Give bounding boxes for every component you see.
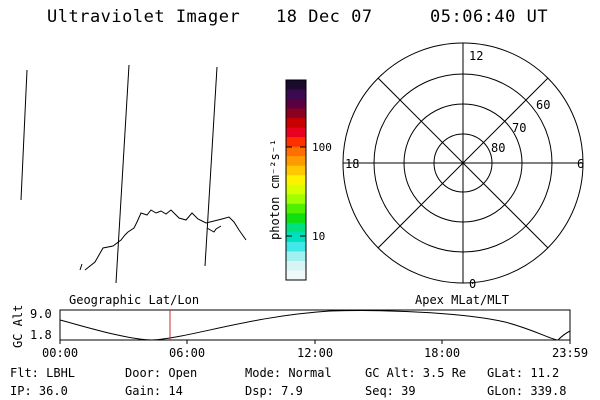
coastline-line — [79, 263, 83, 271]
mlt-label-12: 12 — [469, 49, 483, 63]
colorbar-segment — [286, 127, 306, 138]
info-glon: GLon: 339.8 — [487, 384, 567, 398]
info-dsp: Dsp: 7.9 — [245, 384, 303, 398]
polar-grid — [342, 42, 584, 284]
info-gain: Gain: 14 — [125, 384, 183, 398]
colorbar-frame — [285, 79, 307, 281]
colorbar-segment — [286, 108, 306, 119]
orbit-left-title: Geographic Lat/Lon — [69, 293, 199, 307]
observation-time: 05:06:40 UT — [430, 7, 549, 27]
colorbar-segment — [286, 184, 306, 195]
colorbar-segment — [286, 241, 306, 252]
orbit-x-ticks — [59, 340, 571, 344]
mlt-label-18: 18 — [345, 157, 359, 171]
mlat-label-70: 70 — [512, 121, 526, 135]
coastline-line — [115, 64, 130, 284]
colorbar-segment — [286, 213, 306, 224]
orbit-ytick-9: 9.0 — [30, 307, 52, 321]
info-ip: IP: 36.0 — [10, 384, 68, 398]
orbit-xtick-0600: 06:00 — [169, 346, 205, 360]
orbit-ylabel: GC Alt — [11, 305, 25, 348]
mlat-label-80: 80 — [491, 141, 505, 155]
coastline-line — [206, 225, 222, 233]
orbit-xtick-2359: 23:59 — [552, 346, 588, 360]
instrument-title: Ultraviolet Imager — [47, 7, 241, 27]
mlt-label-6: 6 — [577, 157, 584, 171]
info-seq: Seq: 39 — [365, 384, 416, 398]
colorbar-segment — [286, 89, 306, 100]
observation-date: 18 Dec 07 — [276, 7, 373, 27]
info-glat: GLat: 11.2 — [487, 366, 560, 380]
colorbar-segment — [286, 165, 306, 176]
info-gc-alt: GC Alt: 3.5 Re — [365, 366, 467, 380]
info-door: Door: Open — [125, 366, 198, 380]
coastline-line — [84, 209, 247, 271]
colorbar-segment — [286, 146, 306, 157]
orbit-right-title: Apex MLat/MLT — [415, 293, 509, 307]
colorbar-segment — [286, 251, 306, 262]
orbit-plot-frame — [59, 309, 571, 341]
coastline-line — [204, 66, 218, 267]
colorbar-segment — [286, 118, 306, 129]
colorbar-segment — [286, 260, 306, 271]
info-mode: Mode: Normal — [245, 366, 332, 380]
colorbar-segment — [286, 270, 306, 281]
mlat-label-60: 60 — [536, 98, 550, 112]
coastline-line — [20, 69, 28, 201]
mlt-label-0: 0 — [469, 277, 476, 291]
colorbar-segment — [286, 175, 306, 186]
colorbar-segment — [286, 203, 306, 214]
orbit-ytick-1.8: 1.8 — [30, 328, 52, 342]
info-filter: Flt: LBHL — [10, 366, 76, 380]
orbit-xtick-1800: 18:00 — [424, 346, 460, 360]
colorbar-segment — [286, 194, 306, 205]
colorbar-segment — [286, 99, 306, 110]
colorbar-tick-100: 100 — [312, 141, 332, 154]
orbit-xtick-1200: 12:00 — [297, 346, 333, 360]
orbit-altitude-curve — [59, 310, 571, 341]
geographic-map-panel — [20, 64, 247, 284]
colorbar-segment — [286, 232, 306, 243]
colorbar-segment — [286, 222, 306, 233]
colorbar-segment — [286, 80, 306, 91]
colorbar — [286, 80, 306, 281]
colorbar-unit-label: photon cm⁻²s⁻¹ — [268, 139, 282, 240]
colorbar-segment — [286, 156, 306, 167]
colorbar-tick-10: 10 — [312, 230, 325, 243]
colorbar-segment — [286, 137, 306, 148]
orbit-xtick-0000: 00:00 — [42, 346, 78, 360]
